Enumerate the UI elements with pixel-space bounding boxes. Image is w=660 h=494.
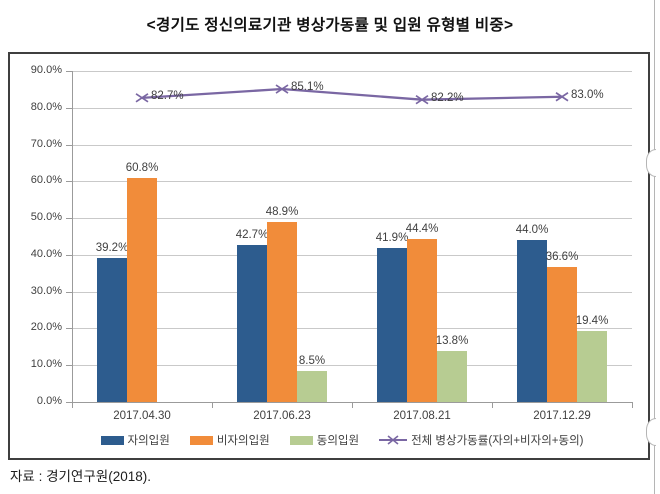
bar bbox=[97, 257, 127, 402]
bar bbox=[547, 267, 577, 402]
y-axis-tick bbox=[66, 107, 72, 109]
y-axis-tick bbox=[66, 181, 72, 183]
bar-value-label: 60.8% bbox=[125, 162, 159, 175]
y-axis-label: 90.0% bbox=[30, 64, 62, 76]
line-value-label: 83.0% bbox=[571, 88, 604, 101]
bar bbox=[297, 370, 327, 402]
legend-swatch bbox=[100, 435, 124, 445]
legend-label: 비자의입원 bbox=[216, 435, 270, 447]
y-axis-label: 70.0% bbox=[30, 137, 62, 150]
gridline bbox=[72, 254, 632, 256]
y-axis-tick bbox=[66, 291, 72, 293]
y-axis-label: 40.0% bbox=[30, 247, 62, 260]
legend-label: 동의입원 bbox=[316, 435, 360, 447]
legend-item: 동의입원 bbox=[289, 432, 360, 448]
y-axis-tick bbox=[66, 328, 72, 330]
bar bbox=[437, 351, 467, 402]
x-axis-tick bbox=[212, 403, 213, 408]
legend: 자의입원 비자의입원 동의입원 전체 병상가동률(자의+비자의+동의) bbox=[10, 432, 648, 448]
source-note: 자료 : 경기연구원(2018). bbox=[10, 469, 151, 484]
bar-value-label: 19.4% bbox=[575, 314, 609, 327]
bar-value-label: 44.0% bbox=[515, 224, 549, 237]
bar bbox=[237, 244, 267, 402]
bar-value-label: 42.7% bbox=[235, 228, 269, 241]
bar-value-label: 8.5% bbox=[298, 354, 326, 367]
x-marker bbox=[275, 84, 289, 94]
x-axis-tick bbox=[72, 403, 73, 408]
legend-item: 전체 병상가동률(자의+비자의+동의) bbox=[379, 432, 583, 448]
x-marker bbox=[415, 94, 429, 105]
bar-value-label: 41.9% bbox=[375, 231, 409, 244]
legend-item: 비자의입원 bbox=[189, 432, 270, 448]
x-marker bbox=[555, 92, 569, 102]
y-axis-label: 0.0% bbox=[36, 395, 62, 407]
legend-label: 전체 병상가동률(자의+비자의+동의) bbox=[411, 435, 584, 447]
legend-label: 자의입원 bbox=[127, 435, 170, 447]
x-axis-label: 2017.12.29 bbox=[533, 410, 591, 422]
y-axis-line bbox=[72, 71, 73, 402]
y-axis-tick bbox=[66, 365, 72, 367]
gridline bbox=[72, 107, 632, 109]
x-axis-tick bbox=[632, 403, 633, 408]
x-marker bbox=[415, 94, 429, 105]
bar bbox=[577, 330, 607, 402]
x-axis-tick bbox=[352, 403, 353, 408]
legend-swatch bbox=[189, 435, 213, 445]
page-edge-line bbox=[654, 0, 655, 494]
x-axis-line bbox=[72, 402, 633, 403]
x-axis-label: 2017.04.30 bbox=[113, 410, 171, 422]
y-axis-label: 30.0% bbox=[30, 284, 62, 297]
bar bbox=[127, 178, 157, 402]
x-axis-label: 2017.06.23 bbox=[253, 410, 311, 422]
line-value-label: 82.2% bbox=[431, 91, 464, 104]
legend-line-swatch bbox=[379, 435, 408, 445]
gridline bbox=[72, 71, 632, 72]
chart-container: 0.0% 10.0% 20.0% 30.0% 40.0% 50.0% 60.0% 70.0% 8… bbox=[8, 52, 650, 460]
line-value-label: 82.7% bbox=[151, 89, 184, 102]
page-edge-curl-top bbox=[646, 149, 656, 177]
x-marker bbox=[135, 93, 149, 103]
y-axis-label: 20.0% bbox=[30, 321, 62, 334]
gridline bbox=[72, 218, 632, 220]
chart-title: <경기도 정신의료기관 병상가동률 및 입원 유형별 비중> bbox=[146, 17, 514, 34]
gridline bbox=[72, 328, 632, 330]
y-axis-tick bbox=[66, 254, 72, 256]
y-axis-label: 80.0% bbox=[30, 100, 62, 113]
y-axis-label: 60.0% bbox=[30, 174, 62, 187]
x-marker bbox=[555, 92, 569, 102]
gridline bbox=[72, 365, 632, 367]
y-axis-tick bbox=[66, 402, 72, 403]
y-axis-tick bbox=[66, 218, 72, 220]
y-axis-label: 10.0% bbox=[30, 358, 62, 371]
x-axis-label: 2017.08.21 bbox=[393, 410, 451, 422]
y-axis-label: 50.0% bbox=[30, 211, 62, 224]
x-marker bbox=[275, 84, 289, 94]
y-axis-tick bbox=[66, 144, 72, 146]
bar-value-label: 44.4% bbox=[405, 222, 439, 235]
gridline bbox=[72, 144, 632, 146]
bar-value-label: 48.9% bbox=[265, 206, 299, 219]
bar bbox=[407, 238, 437, 402]
legend-swatch bbox=[289, 435, 313, 445]
bar bbox=[377, 247, 407, 402]
line-value-label: 85.1% bbox=[291, 81, 324, 94]
bar bbox=[517, 240, 547, 402]
gridline bbox=[72, 181, 632, 183]
bar bbox=[267, 222, 297, 402]
legend-item: 자의입원 bbox=[100, 432, 170, 448]
y-axis-tick bbox=[66, 71, 72, 72]
page-edge-curl-bottom bbox=[646, 418, 656, 446]
x-marker bbox=[135, 93, 149, 103]
bar-value-label: 13.8% bbox=[435, 335, 469, 348]
x-axis-tick bbox=[492, 403, 493, 408]
bar-value-label: 36.6% bbox=[545, 251, 579, 264]
bar-value-label: 39.2% bbox=[95, 241, 129, 254]
plot-area: 0.0% 10.0% 20.0% 30.0% 40.0% 50.0% 60.0% 70.0% 8… bbox=[10, 54, 648, 458]
gridline bbox=[72, 291, 632, 293]
